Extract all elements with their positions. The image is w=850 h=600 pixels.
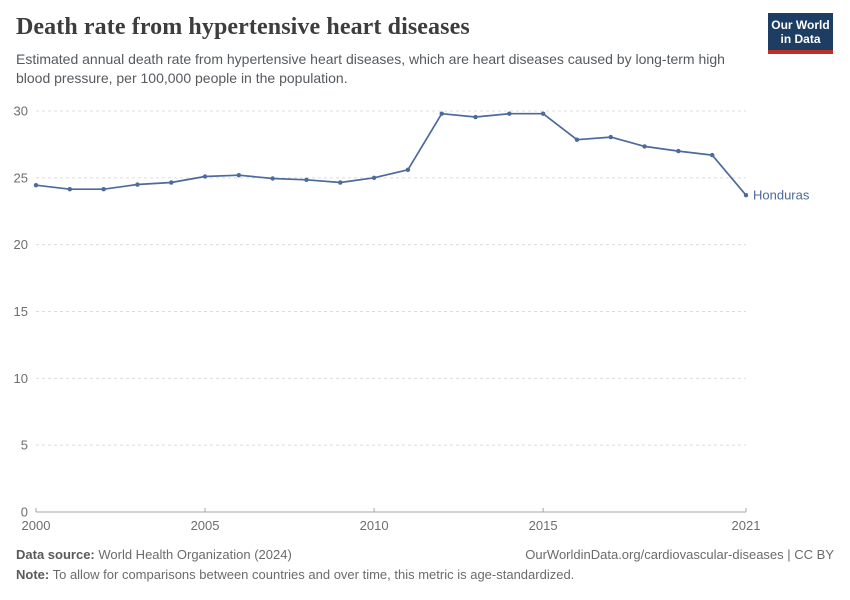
series-end-label[interactable]: Honduras bbox=[753, 188, 810, 203]
data-point[interactable] bbox=[439, 111, 444, 116]
data-point[interactable] bbox=[338, 180, 343, 185]
data-point[interactable] bbox=[642, 144, 647, 149]
owid-logo-line1: Our World bbox=[771, 18, 830, 32]
data-point[interactable] bbox=[236, 172, 242, 178]
data-point[interactable] bbox=[405, 167, 411, 173]
x-axis-tick-label: 2021 bbox=[732, 518, 761, 533]
data-point[interactable] bbox=[270, 176, 275, 181]
data-point[interactable] bbox=[574, 137, 580, 142]
data-point[interactable] bbox=[67, 186, 73, 192]
chart-canvas[interactable]: 0 5 10 15 20 25 30 2000 2005 2010 2015 2021 Honduras bbox=[0, 95, 850, 545]
x-axis-tick-label: 2010 bbox=[360, 518, 389, 533]
data-source-value: World Health Organization (2024) bbox=[94, 547, 292, 562]
data-source-label: Data source: bbox=[16, 547, 95, 562]
footer-note: Note: To allow for comparisons between c… bbox=[16, 567, 834, 582]
data-point[interactable] bbox=[473, 114, 478, 120]
owid-logo[interactable]: Our World in Data bbox=[768, 13, 833, 54]
data-point[interactable] bbox=[33, 182, 39, 188]
y-axis-tick-label: 10 bbox=[14, 371, 28, 386]
y-axis-tick-label: 0 bbox=[21, 505, 28, 520]
data-point[interactable] bbox=[169, 180, 174, 185]
x-axis-tick-label: 2000 bbox=[22, 518, 51, 533]
data-source-line: Data source: World Health Organization (… bbox=[16, 547, 292, 562]
data-point[interactable] bbox=[304, 177, 309, 183]
x-axis-tick-label: 2005 bbox=[191, 518, 220, 533]
attribution-link[interactable]: OurWorldinData.org/cardiovascular-diseas… bbox=[525, 547, 834, 562]
footer-sources: Data source: World Health Organization (… bbox=[16, 547, 834, 562]
y-axis-tick-label: 25 bbox=[14, 170, 28, 185]
chart-line bbox=[35, 112, 747, 197]
note-label: Note: bbox=[16, 567, 50, 582]
data-point[interactable] bbox=[608, 134, 613, 140]
chart-header: Death rate from hypertensive heart disea… bbox=[16, 14, 834, 87]
y-axis-tick-label: 15 bbox=[14, 304, 28, 319]
x-axis-tick-label: 2015 bbox=[529, 518, 558, 533]
data-point[interactable] bbox=[507, 111, 512, 116]
data-point[interactable] bbox=[101, 186, 106, 192]
data-point[interactable] bbox=[709, 152, 715, 158]
chart-subtitle: Estimated annual death rate from hyperte… bbox=[16, 51, 725, 86]
y-axis-tick-label: 20 bbox=[14, 237, 28, 252]
data-point[interactable] bbox=[135, 182, 140, 187]
data-point[interactable] bbox=[676, 148, 681, 154]
y-axis-tick-label: 5 bbox=[21, 438, 28, 453]
data-point[interactable] bbox=[202, 174, 208, 179]
chart-area: 0 5 10 15 20 25 30 2000 2005 2010 2015 2021 Honduras bbox=[0, 95, 850, 545]
data-point[interactable] bbox=[540, 111, 546, 116]
page-title: Death rate from hypertensive heart disea… bbox=[16, 14, 470, 40]
note-value: To allow for comparisons between countri… bbox=[49, 567, 575, 582]
data-point[interactable] bbox=[743, 193, 749, 198]
owid-logo-line2: in Data bbox=[780, 32, 821, 46]
y-axis-tick-label: 30 bbox=[14, 104, 28, 119]
data-point[interactable] bbox=[371, 175, 377, 181]
